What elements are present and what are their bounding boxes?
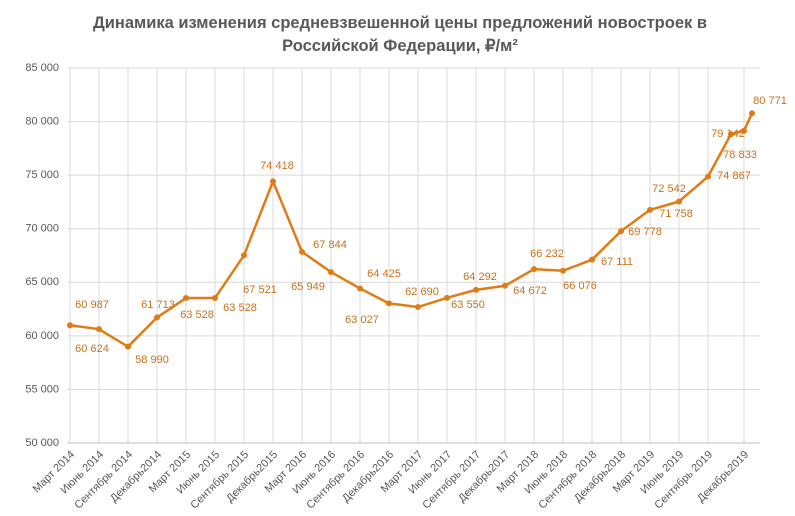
data-label: 64 672 xyxy=(513,285,547,297)
y-tick-label: 60 000 xyxy=(25,330,59,342)
data-label: 74 867 xyxy=(717,170,751,182)
data-label: 63 027 xyxy=(345,314,379,326)
y-tick-label: 70 000 xyxy=(25,223,59,235)
data-label: 61 713 xyxy=(141,299,175,311)
data-label: 63 528 xyxy=(223,302,257,314)
point xyxy=(212,295,218,302)
data-label: 80 771 xyxy=(753,95,787,107)
y-tick-label: 80 000 xyxy=(25,115,59,127)
data-label: 64 292 xyxy=(463,271,497,283)
data-label: 67 844 xyxy=(313,239,347,251)
point xyxy=(749,110,755,117)
data-label: 67 111 xyxy=(601,256,633,268)
data-label: 62 690 xyxy=(405,286,439,298)
y-tick-label: 85 000 xyxy=(25,62,59,74)
point xyxy=(728,131,734,138)
point xyxy=(531,266,537,273)
point xyxy=(444,294,450,301)
point xyxy=(270,178,276,185)
data-label: 63 528 xyxy=(180,309,214,321)
point xyxy=(183,295,189,302)
point xyxy=(676,198,682,205)
point xyxy=(357,285,363,292)
point xyxy=(241,252,247,259)
point xyxy=(502,282,508,289)
data-label: 67 521 xyxy=(243,284,277,296)
data-label: 66 076 xyxy=(563,280,597,292)
point xyxy=(299,248,305,255)
data-label: 60 987 xyxy=(75,299,109,311)
point xyxy=(589,256,595,263)
chart-title: Динамика изменения средневзвешенной цены… xyxy=(92,14,708,55)
point xyxy=(647,206,653,213)
point xyxy=(473,286,479,293)
point xyxy=(67,322,73,329)
y-tick-label: 75 000 xyxy=(25,169,59,181)
y-tick-label: 50 000 xyxy=(25,437,59,449)
point xyxy=(96,326,102,333)
data-label: 65 949 xyxy=(291,281,325,293)
point xyxy=(741,127,747,134)
point xyxy=(154,314,160,321)
point xyxy=(328,269,334,276)
point xyxy=(386,300,392,307)
data-label: 69 778 xyxy=(628,226,662,238)
y-tick-label: 65 000 xyxy=(25,276,59,288)
data-label: 63 550 xyxy=(451,299,485,311)
point xyxy=(125,343,131,350)
data-label: 64 425 xyxy=(367,268,401,280)
data-label: 74 418 xyxy=(260,160,294,172)
point xyxy=(705,173,711,180)
data-label: 72 542 xyxy=(652,183,686,195)
data-label: 79 142 xyxy=(711,128,745,140)
data-label: 66 232 xyxy=(530,248,564,260)
point xyxy=(618,228,624,235)
data-label: 58 990 xyxy=(135,354,169,366)
data-label: 60 624 xyxy=(75,343,109,355)
data-label: 78 833 xyxy=(723,149,757,161)
point xyxy=(415,304,421,311)
data-label: 71 758 xyxy=(659,208,693,220)
point xyxy=(560,267,566,274)
series-line xyxy=(69,112,754,349)
y-tick-label: 55 000 xyxy=(25,383,59,395)
